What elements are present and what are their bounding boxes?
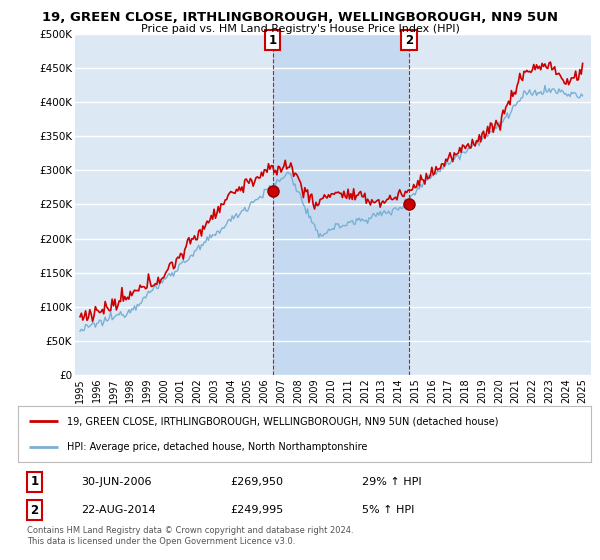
Text: 30-JUN-2006: 30-JUN-2006 xyxy=(81,477,152,487)
Text: 5% ↑ HPI: 5% ↑ HPI xyxy=(362,505,414,515)
Bar xyxy=(272,34,409,375)
Text: 19, GREEN CLOSE, IRTHLINGBOROUGH, WELLINGBOROUGH, NN9 5UN: 19, GREEN CLOSE, IRTHLINGBOROUGH, WELLIN… xyxy=(42,11,558,24)
Text: 22-AUG-2014: 22-AUG-2014 xyxy=(81,505,155,515)
Text: £249,995: £249,995 xyxy=(230,505,283,515)
Text: HPI: Average price, detached house, North Northamptonshire: HPI: Average price, detached house, Nort… xyxy=(67,442,367,452)
Text: £269,950: £269,950 xyxy=(230,477,283,487)
Text: Price paid vs. HM Land Registry's House Price Index (HPI): Price paid vs. HM Land Registry's House … xyxy=(140,24,460,34)
Text: 2: 2 xyxy=(405,34,413,47)
Text: 19, GREEN CLOSE, IRTHLINGBOROUGH, WELLINGBOROUGH, NN9 5UN (detached house): 19, GREEN CLOSE, IRTHLINGBOROUGH, WELLIN… xyxy=(67,416,498,426)
Text: 2: 2 xyxy=(31,503,39,517)
Text: Contains HM Land Registry data © Crown copyright and database right 2024.
This d: Contains HM Land Registry data © Crown c… xyxy=(26,526,353,545)
Text: 1: 1 xyxy=(269,34,277,47)
Text: 1: 1 xyxy=(31,475,39,488)
Text: 29% ↑ HPI: 29% ↑ HPI xyxy=(362,477,421,487)
